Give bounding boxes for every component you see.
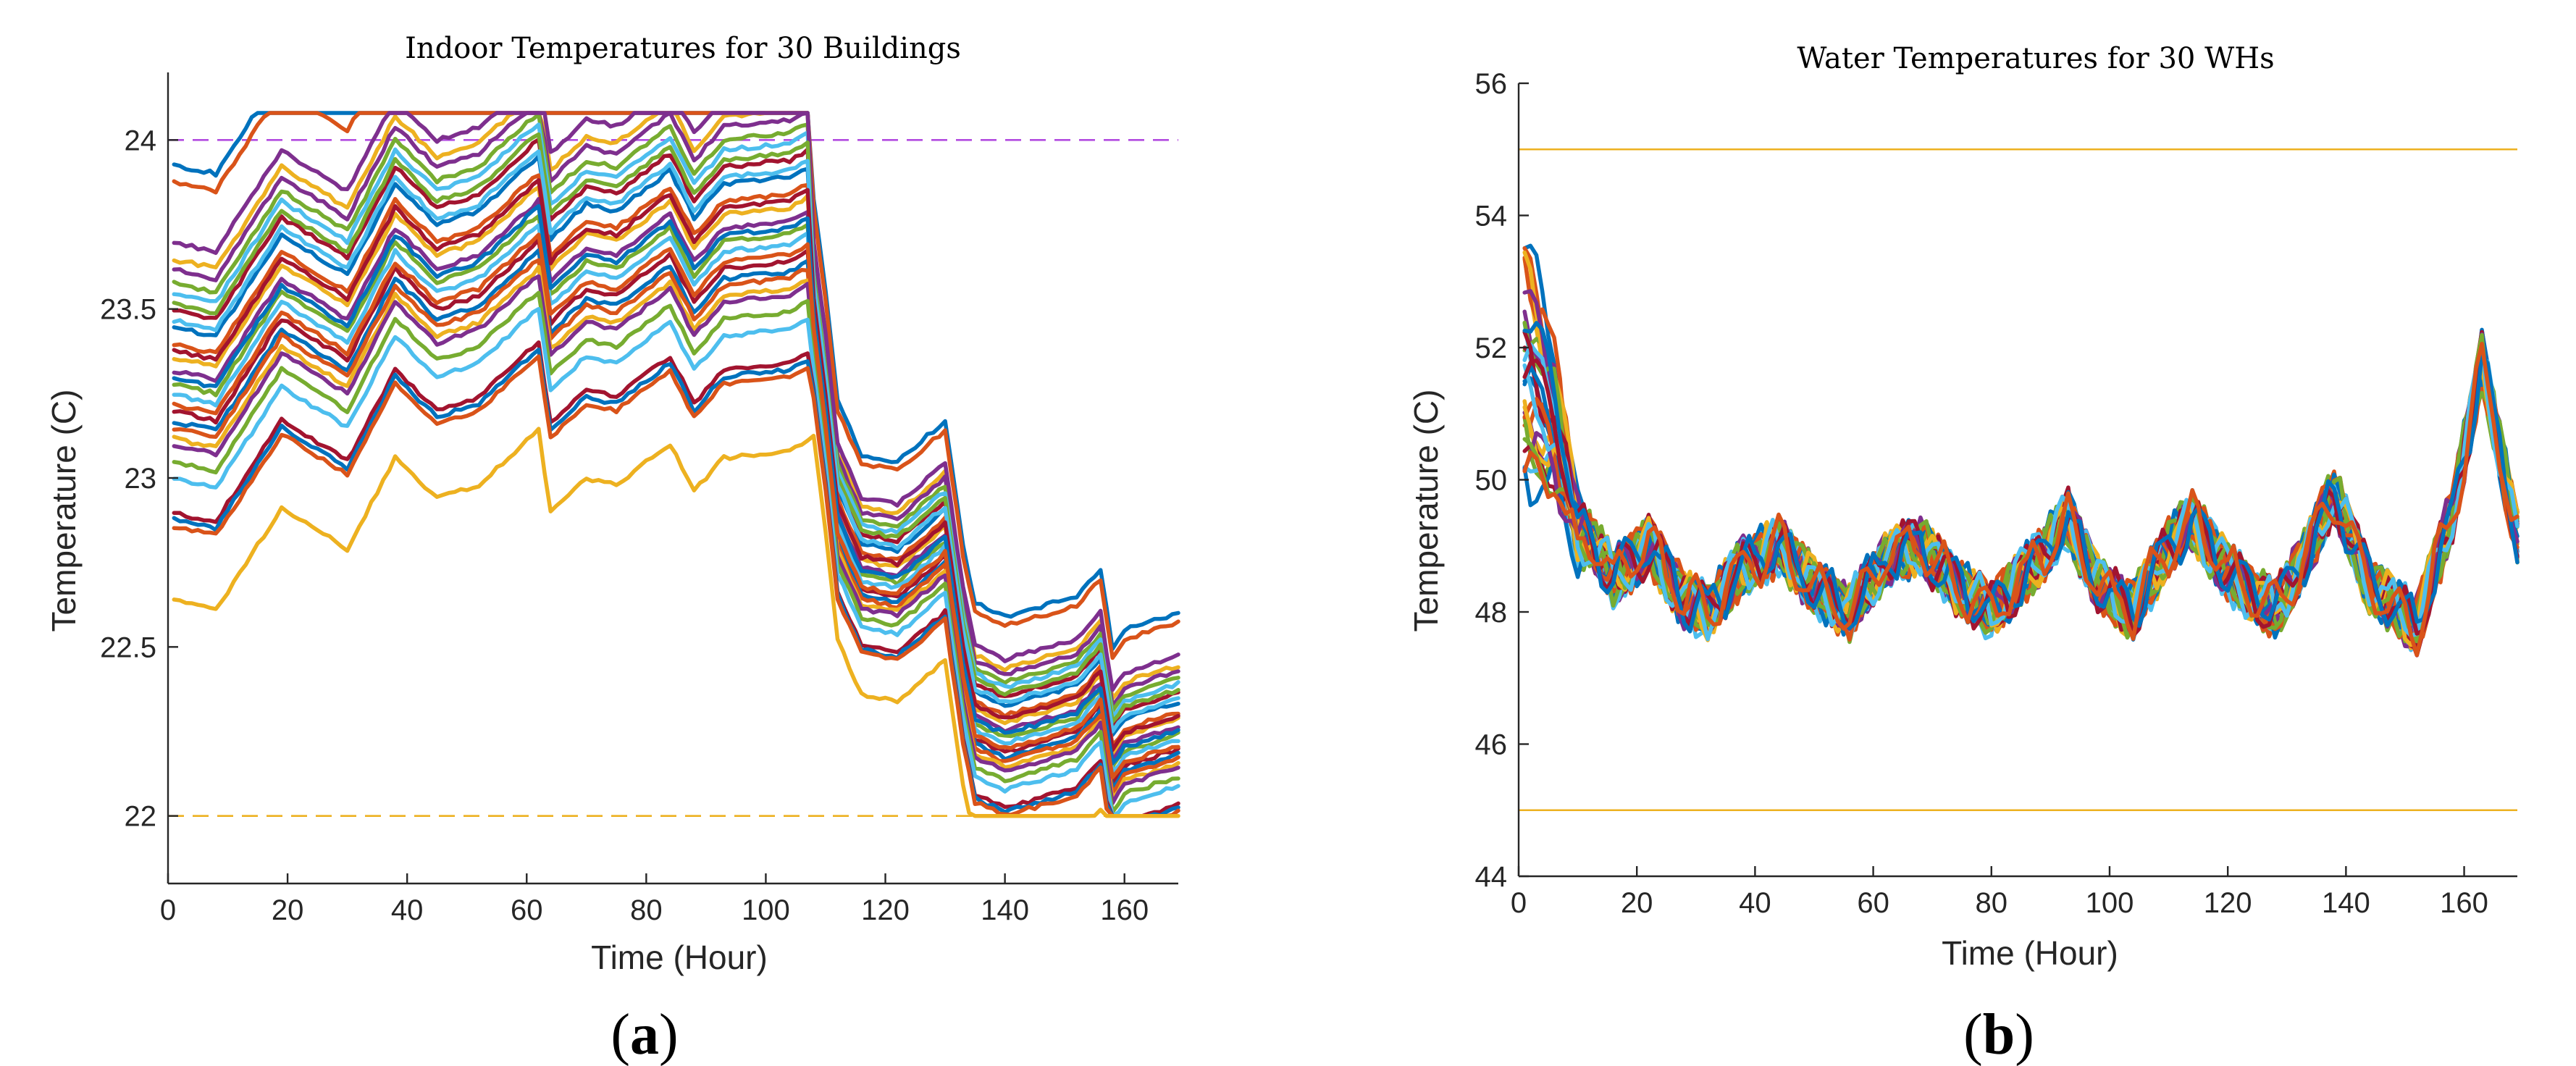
x-tick-label: 60: [511, 894, 543, 926]
x-tick-label: 0: [1511, 887, 1527, 919]
water-temperature-chart: Water Temperatures for 30 WHs 0 20 40 60 80 1…: [1407, 42, 2520, 972]
chart-title: Indoor Temperatures for 30 Buildings: [405, 32, 961, 65]
series-line: [172, 196, 1180, 763]
series-line: [172, 112, 1180, 713]
series-lines: [172, 111, 1180, 818]
series-line: [172, 149, 1180, 734]
series-line: [172, 232, 1180, 780]
x-tick-label: 160: [1100, 894, 1149, 926]
x-tick-label: 60: [1857, 887, 1889, 919]
indoor-temperature-chart: Indoor Temperatures for 30 Buildings 0 20…: [45, 32, 1180, 976]
y-axis-label: Temperature (C): [45, 390, 83, 632]
series-line: [172, 223, 1180, 774]
panel-caption-a: (a): [611, 1003, 678, 1066]
series-line: [172, 203, 1180, 765]
x-tick-label: 120: [861, 894, 910, 926]
y-tick-label: 22.5: [100, 631, 156, 663]
series-line: [172, 264, 1180, 801]
series-line: [1522, 348, 2520, 642]
series-line: [172, 427, 1180, 818]
series-line: [172, 111, 1180, 692]
x-tick-label: 80: [1976, 887, 2008, 919]
y-tick-label: 56: [1475, 68, 1508, 100]
series-line: [172, 248, 1180, 791]
x-tick-label: 20: [1621, 887, 1653, 919]
series-line: [172, 111, 1180, 708]
series-line: [172, 274, 1180, 805]
series-line: [172, 290, 1180, 814]
series-line: [172, 173, 1180, 747]
series-line: [172, 185, 1180, 756]
series-line: [172, 132, 1180, 724]
x-tick-label: 100: [742, 894, 790, 926]
x-tick-label: 40: [391, 894, 424, 926]
y-tick-label: 48: [1475, 597, 1508, 629]
chart-title: Water Temperatures for 30 WHs: [1797, 42, 2274, 75]
x-axis-label: Time (Hour): [591, 939, 768, 976]
y-axis-label: Temperature (C): [1407, 390, 1445, 632]
series-line: [1522, 321, 2520, 634]
y-tick-label: 52: [1475, 332, 1508, 364]
y-tick-label: 23: [125, 463, 157, 495]
x-tick-label: 0: [160, 894, 176, 926]
series-line: [172, 178, 1180, 752]
y-tick-label: 46: [1475, 729, 1508, 761]
series-line: [172, 122, 1180, 719]
series-line: [172, 347, 1180, 818]
x-axis-label: Time (Hour): [1942, 934, 2118, 972]
y-tick-label: 22: [125, 801, 157, 833]
x-tick-label: 140: [2322, 887, 2370, 919]
series-lines: [1522, 243, 2520, 658]
reference-lines: [1519, 148, 2517, 812]
x-tick-label: 160: [2440, 887, 2488, 919]
axes: 0 20 40 60 80 100 120 140 160 44 46 48 50 52 54 56: [1475, 68, 2517, 919]
y-tick-label: 54: [1475, 201, 1508, 232]
y-tick-label: 23.5: [100, 294, 156, 326]
x-tick-label: 140: [981, 894, 1029, 926]
x-tick-label: 100: [2086, 887, 2134, 919]
x-tick-label: 20: [272, 894, 304, 926]
x-tick-label: 80: [630, 894, 663, 926]
series-line: [172, 154, 1180, 737]
y-tick-label: 50: [1475, 465, 1508, 497]
series-line: [172, 258, 1180, 796]
y-tick-label: 44: [1475, 861, 1508, 893]
panel-caption-b: (b): [1963, 1003, 2034, 1066]
series-line: [172, 138, 1180, 729]
x-tick-label: 40: [1739, 887, 1771, 919]
series-line: [1522, 341, 2520, 658]
axes: 0 20 40 60 80 100 120 140 160 22 22.5 23 23.5 24: [100, 72, 1178, 926]
y-tick-label: 24: [125, 125, 157, 156]
series-line: [172, 214, 1180, 769]
series-line: [172, 340, 1180, 818]
x-tick-label: 120: [2204, 887, 2252, 919]
series-line: [172, 306, 1180, 818]
